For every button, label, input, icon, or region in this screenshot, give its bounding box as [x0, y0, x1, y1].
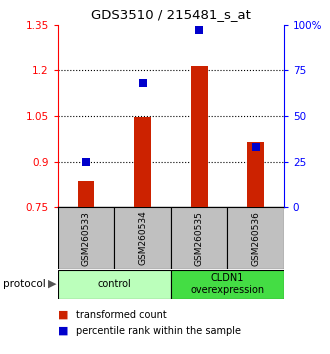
Bar	[58, 270, 171, 298]
Bar	[227, 207, 284, 269]
Bar	[247, 142, 264, 207]
Text: GSM260533: GSM260533	[82, 211, 90, 266]
Bar	[58, 207, 114, 269]
Text: ■: ■	[58, 326, 68, 336]
Text: GSM260536: GSM260536	[251, 211, 260, 266]
Point	[253, 144, 258, 150]
Text: ▶: ▶	[48, 279, 56, 289]
Text: transformed count: transformed count	[76, 310, 167, 320]
Text: CLDN1
overexpression: CLDN1 overexpression	[190, 273, 264, 295]
Text: control: control	[97, 279, 131, 289]
Bar	[134, 117, 151, 207]
Bar	[78, 181, 94, 207]
Title: GDS3510 / 215481_s_at: GDS3510 / 215481_s_at	[91, 8, 251, 21]
Text: protocol: protocol	[3, 279, 46, 289]
Text: percentile rank within the sample: percentile rank within the sample	[76, 326, 241, 336]
Bar	[171, 270, 284, 298]
Text: ■: ■	[58, 310, 68, 320]
Text: GSM260535: GSM260535	[194, 211, 204, 266]
Point	[196, 27, 202, 33]
Point	[140, 80, 145, 86]
Bar	[114, 207, 171, 269]
Bar	[171, 207, 227, 269]
Bar	[190, 66, 208, 207]
Point	[83, 159, 89, 164]
Text: GSM260534: GSM260534	[138, 211, 147, 266]
